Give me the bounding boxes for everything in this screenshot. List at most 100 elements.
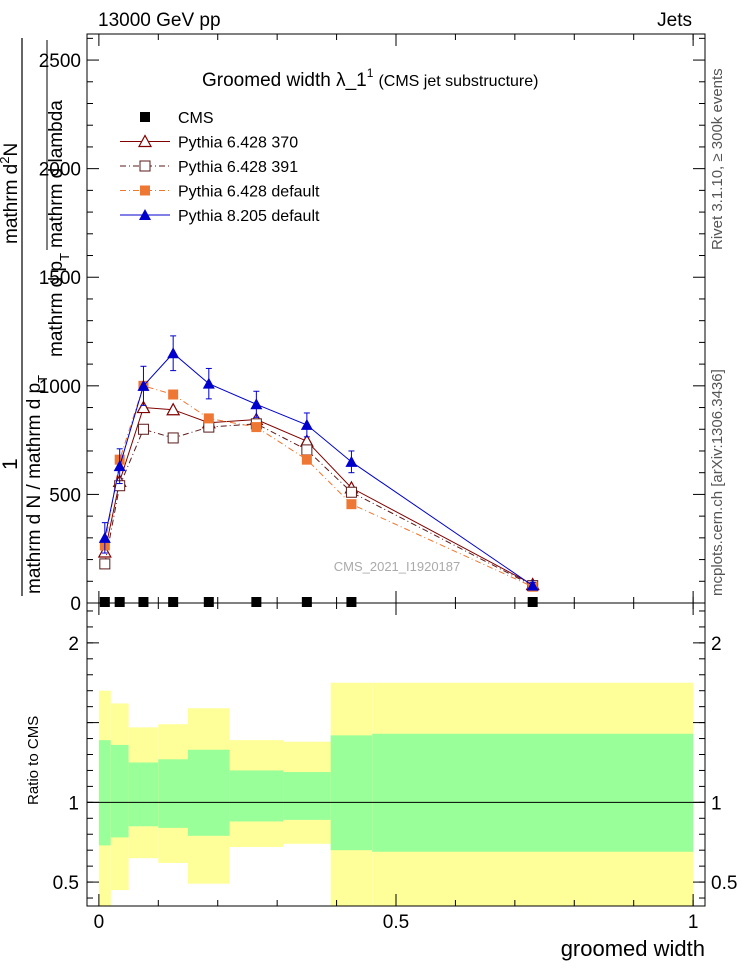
legend-marker (139, 209, 151, 220)
ratio-plot: 0.5 0.5 1 1 2 2 0 0.5 1 Ratio to CMS groomed wid… (25, 602, 737, 961)
y-label-num-n: N (1, 143, 22, 157)
data-point (114, 597, 125, 607)
y-label-inner-a-sub: T (57, 253, 72, 261)
ratio-band-green (372, 733, 694, 852)
data-point (99, 558, 111, 570)
data-point (168, 597, 179, 607)
header-left: 13000 GeV pp (98, 10, 221, 31)
x-axis-label: groomed width (561, 936, 705, 961)
ratio-band-green (188, 749, 230, 836)
data-point (345, 486, 357, 498)
main-plot-content (97, 335, 540, 607)
data-point (203, 413, 214, 424)
chart-title-main: Groomed width λ_1 (202, 70, 367, 91)
data-point (345, 455, 358, 467)
legend-label: Pythia 6.428 370 (178, 135, 298, 152)
x-tick-label: 0.5 (383, 912, 409, 933)
series-cms (99, 597, 538, 607)
data-point (136, 400, 151, 414)
ratio-band-green (128, 762, 159, 827)
legend-item: Pythia 8.205 default (120, 208, 320, 225)
legend-label: CMS (178, 110, 214, 127)
data-point (251, 422, 262, 433)
data-point (301, 454, 312, 465)
data-point (99, 597, 110, 607)
main-y-tick-label: 1000 (39, 377, 81, 398)
data-point (167, 347, 180, 359)
data-point (113, 460, 126, 472)
y-label-numerator: mathrm d2N (0, 143, 22, 244)
series-pythia-6-428-370 (97, 400, 540, 591)
y-label-inner-b: mathrm d lambda (46, 100, 67, 248)
chart-title-sub: (CMS jet substructure) (378, 73, 538, 90)
ratio-band-green (229, 770, 284, 822)
main-y-tick-label: 1500 (39, 268, 81, 289)
legend-marker (139, 160, 151, 172)
data-point (98, 531, 111, 543)
data-point (166, 402, 181, 416)
legend-label: Pythia 6.428 default (178, 184, 320, 201)
data-point (527, 597, 538, 607)
legend-item: CMS (140, 110, 214, 127)
data-point (250, 398, 263, 410)
chart-title-sup: 1 (367, 66, 374, 80)
ratio-y-tick-label-right: 2 (711, 634, 722, 655)
watermark: CMS_2021_I1920187 (334, 559, 461, 574)
series-line (104, 385, 533, 588)
data-point (301, 597, 312, 607)
ratio-y-label: Ratio to CMS (25, 716, 42, 805)
y-label-denom-text: mathrm d N / mathrm d p (24, 383, 45, 594)
legend-item: Pythia 6.428 391 (120, 159, 298, 176)
y-axis-label: 1 mathrm d N / mathrm d pT mathrm d2N ma… (0, 38, 72, 596)
main-y-tick-label: 2500 (39, 51, 81, 72)
series-pythia-6-428-default (99, 380, 538, 592)
data-point (346, 597, 357, 607)
ratio-band-green (98, 740, 111, 846)
ratio-band-green (110, 744, 129, 838)
y-label-num-sup: 2 (0, 157, 12, 164)
rivet-label: Rivet 3.1.10, ≥ 300k events (709, 68, 726, 250)
data-point (138, 597, 149, 607)
ratio-band-green (283, 772, 331, 820)
legend-marker (140, 185, 150, 196)
ratio-ticks: 0.5 0.5 1 1 2 2 0 0.5 1 (53, 603, 737, 933)
main-y-ticks: 0 500 1000 1500 2000 2500 (39, 34, 705, 615)
main-y-tick-label: 0 (70, 594, 81, 615)
legend-item: Pythia 6.428 default (120, 184, 320, 201)
data-point (346, 499, 357, 510)
mcplots-label: mcplots.cern.ch [arXiv:1306.3436] (709, 369, 726, 596)
ratio-y-tick-label: 0.5 (53, 873, 79, 894)
data-point (202, 377, 215, 389)
legend-marker (137, 134, 153, 148)
ratio-bands (87, 682, 705, 906)
legend-marker (140, 112, 150, 122)
y-label-numerator-one: 1 (0, 458, 22, 470)
legend: CMS Pythia 6.428 370 Pythia 6.428 391 Pythi… (120, 110, 320, 225)
y-label-denom-sub: T (35, 375, 50, 383)
data-point (301, 444, 313, 456)
legend-item: Pythia 6.428 370 (120, 134, 298, 152)
data-point (203, 597, 214, 607)
y-label-inner-a: mathrm d pT (46, 253, 72, 357)
data-point (168, 389, 179, 400)
data-point (167, 432, 179, 444)
legend-label: Pythia 6.428 391 (178, 159, 298, 176)
header-right: Jets (657, 10, 692, 31)
series-pythia-8-205-default (98, 335, 539, 591)
ratio-y-tick-label: 2 (68, 634, 79, 655)
y-label-inner-a-text: mathrm d p (46, 261, 67, 357)
data-point (137, 423, 149, 435)
data-point (251, 597, 262, 607)
y-label-num-d: mathrm d (1, 164, 22, 244)
ratio-y-tick-label-right: 1 (711, 793, 722, 814)
chart-title: Groomed width λ_11 (CMS jet substructure) (202, 66, 538, 91)
legend-label: Pythia 8.205 default (178, 208, 320, 225)
series-line (104, 423, 533, 587)
x-tick-label: 0 (94, 912, 105, 933)
main-y-tick-label: 500 (49, 485, 81, 506)
y-label-denominator: mathrm d N / mathrm d pT (24, 375, 50, 594)
main-y-tick-label: 2000 (39, 160, 81, 181)
data-point (137, 379, 150, 391)
